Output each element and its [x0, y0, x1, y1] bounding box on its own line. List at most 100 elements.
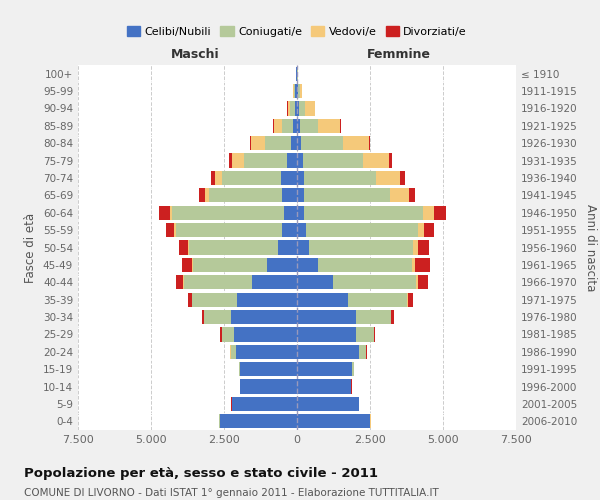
Bar	[222, 328, 234, 342]
Bar	[299, 84, 302, 98]
Bar	[413, 240, 418, 254]
Bar	[391, 188, 409, 202]
Bar	[297, 223, 306, 237]
Bar	[179, 240, 188, 254]
Bar	[202, 310, 204, 324]
Bar	[278, 240, 297, 254]
Bar	[297, 275, 333, 289]
Y-axis label: Anni di nascita: Anni di nascita	[584, 204, 597, 291]
Bar	[368, 136, 370, 150]
Bar	[297, 206, 304, 220]
Bar	[363, 154, 389, 168]
Bar	[232, 310, 297, 324]
Bar	[176, 223, 282, 237]
Bar	[215, 171, 222, 185]
Bar	[229, 154, 232, 168]
Bar	[297, 362, 352, 376]
Bar	[188, 240, 278, 254]
Bar	[297, 328, 356, 342]
Bar	[297, 380, 351, 394]
Bar	[333, 275, 416, 289]
Bar	[293, 84, 294, 98]
Bar	[434, 206, 446, 220]
Bar	[424, 223, 434, 237]
Bar	[205, 310, 232, 324]
Bar	[297, 397, 359, 411]
Bar	[251, 136, 265, 150]
Text: COMUNE DI LIVORNO - Dati ISTAT 1° gennaio 2011 - Elaborazione TUTTITALIA.IT: COMUNE DI LIVORNO - Dati ISTAT 1° gennai…	[24, 488, 439, 498]
Bar	[297, 188, 304, 202]
Bar	[284, 206, 297, 220]
Bar	[182, 258, 192, 272]
Bar	[184, 275, 253, 289]
Bar	[415, 258, 430, 272]
Bar	[295, 84, 297, 98]
Bar	[391, 310, 394, 324]
Bar	[374, 328, 376, 342]
Bar	[299, 102, 305, 116]
Bar	[389, 154, 392, 168]
Bar	[232, 154, 244, 168]
Bar	[356, 310, 391, 324]
Bar	[305, 102, 315, 116]
Bar	[297, 171, 304, 185]
Text: Popolazione per età, sesso e stato civile - 2011: Popolazione per età, sesso e stato civil…	[24, 468, 378, 480]
Bar	[230, 344, 236, 359]
Bar	[209, 188, 283, 202]
Bar	[409, 188, 415, 202]
Bar	[244, 154, 287, 168]
Bar	[287, 102, 290, 116]
Bar	[281, 171, 297, 185]
Bar	[297, 344, 359, 359]
Bar	[283, 118, 293, 133]
Bar	[297, 258, 318, 272]
Bar	[297, 292, 347, 307]
Legend: Celibi/Nubili, Coniugati/e, Vedovi/e, Divorziati/e: Celibi/Nubili, Coniugati/e, Vedovi/e, Di…	[122, 22, 472, 41]
Bar	[356, 328, 374, 342]
Bar	[287, 154, 297, 168]
Bar	[400, 171, 404, 185]
Bar	[304, 206, 422, 220]
Bar	[295, 102, 297, 116]
Bar	[297, 240, 309, 254]
Bar	[237, 292, 297, 307]
Bar	[166, 223, 174, 237]
Bar	[220, 328, 222, 342]
Bar	[174, 223, 176, 237]
Bar	[222, 171, 281, 185]
Bar	[232, 397, 297, 411]
Bar	[343, 136, 368, 150]
Bar	[211, 171, 215, 185]
Bar	[347, 292, 407, 307]
Bar	[296, 66, 297, 81]
Bar	[193, 258, 267, 272]
Bar	[293, 118, 297, 133]
Bar	[298, 84, 299, 98]
Bar	[297, 414, 370, 428]
Bar	[176, 275, 184, 289]
Bar	[220, 414, 297, 428]
Bar	[205, 188, 209, 202]
Text: Maschi: Maschi	[170, 48, 219, 60]
Bar	[253, 275, 297, 289]
Bar	[250, 136, 251, 150]
Bar	[282, 223, 297, 237]
Bar	[265, 136, 291, 150]
Bar	[306, 223, 418, 237]
Bar	[240, 362, 297, 376]
Bar	[340, 118, 341, 133]
Bar	[297, 310, 356, 324]
Bar	[301, 136, 343, 150]
Bar	[192, 292, 237, 307]
Bar	[236, 344, 297, 359]
Bar	[297, 136, 301, 150]
Bar	[291, 136, 297, 150]
Bar	[297, 84, 298, 98]
Bar	[294, 84, 295, 98]
Bar	[412, 258, 415, 272]
Bar	[283, 188, 297, 202]
Bar	[309, 240, 413, 254]
Bar	[297, 118, 300, 133]
Bar	[239, 362, 240, 376]
Bar	[199, 188, 205, 202]
